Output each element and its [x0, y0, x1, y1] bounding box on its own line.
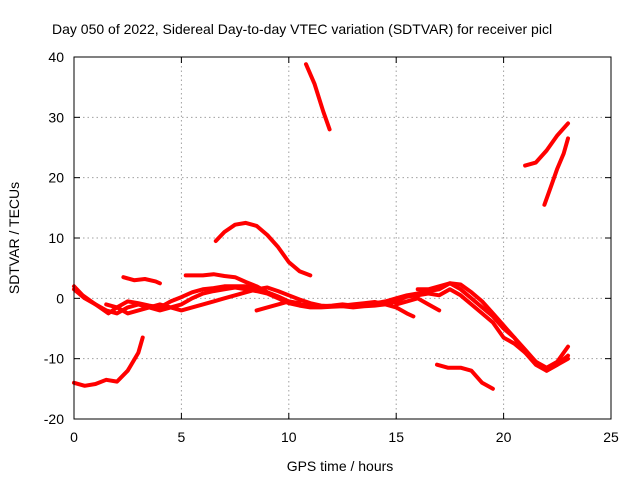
x-tick-label: 5: [178, 429, 186, 445]
series-line-s14: [542, 136, 570, 207]
series-line-s10: [394, 296, 442, 313]
x-axis-label: GPS time / hours: [287, 458, 394, 474]
series-line-s12: [435, 362, 495, 391]
x-tick-label: 15: [388, 429, 404, 445]
series-line-s13: [523, 121, 570, 168]
series-group: [72, 62, 570, 391]
y-tick-label: 40: [48, 49, 64, 65]
series-line-s7: [213, 220, 313, 278]
ticks: 0 5 10 15 20 25 -20 -10 0 10 20 30 40: [44, 49, 619, 445]
y-tick-label: 30: [48, 109, 64, 125]
y-tick-label: -20: [44, 411, 64, 427]
plot-frame: [73, 56, 612, 420]
x-tick-label: 0: [70, 429, 78, 445]
y-tick-label: -10: [44, 351, 64, 367]
x-tick-label: 25: [603, 429, 619, 445]
series-line-s8: [254, 299, 302, 313]
x-tick-label: 20: [496, 429, 512, 445]
y-tick-label: 20: [48, 170, 64, 186]
series-line-s9: [304, 62, 332, 132]
grid: [74, 57, 611, 419]
x-tick-label: 10: [281, 429, 297, 445]
chart-title: Day 050 of 2022, Sidereal Day-to-day VTE…: [52, 21, 552, 37]
series-line-s1: [72, 335, 145, 388]
y-axis-label: SDTVAR / TECUs: [6, 182, 22, 294]
series-line-s5: [121, 275, 162, 286]
y-tick-label: 10: [48, 230, 64, 246]
series-line-s11: [415, 281, 570, 373]
series-line-s6: [183, 272, 270, 295]
y-tick-label: 0: [56, 290, 64, 306]
